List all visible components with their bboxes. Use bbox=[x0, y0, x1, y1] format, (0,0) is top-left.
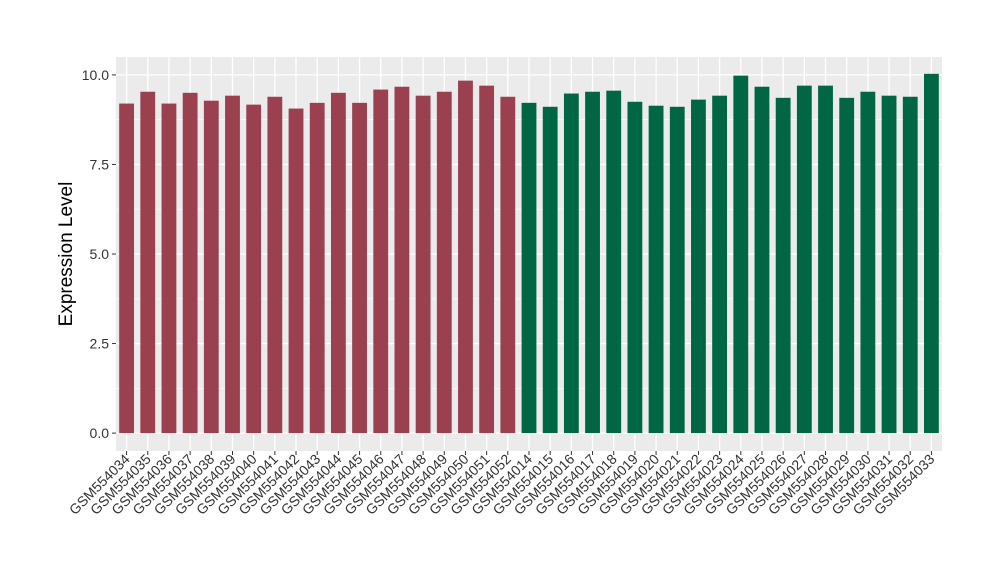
bar bbox=[225, 95, 240, 434]
y-tick-label: 7.5 bbox=[90, 156, 110, 172]
bar bbox=[923, 73, 939, 434]
bar bbox=[479, 85, 495, 434]
bar bbox=[500, 96, 516, 434]
bar bbox=[267, 96, 283, 434]
bar bbox=[203, 100, 219, 434]
bar bbox=[458, 80, 473, 434]
bar bbox=[309, 102, 325, 434]
bar bbox=[585, 91, 600, 434]
bar bbox=[754, 86, 770, 434]
bar bbox=[246, 104, 262, 434]
bar bbox=[182, 92, 198, 434]
bar bbox=[669, 106, 685, 434]
bar bbox=[140, 91, 156, 434]
bar bbox=[373, 89, 389, 434]
y-tick-label: 10.0 bbox=[82, 67, 109, 83]
bar bbox=[352, 102, 367, 434]
y-tick-label: 0.0 bbox=[90, 425, 110, 441]
bar bbox=[818, 85, 833, 434]
bars bbox=[119, 73, 939, 434]
bar bbox=[161, 103, 177, 434]
bar bbox=[902, 96, 918, 434]
bar bbox=[733, 75, 749, 434]
bar bbox=[563, 93, 579, 434]
bar bbox=[691, 99, 706, 434]
bar bbox=[288, 108, 304, 434]
bar bbox=[648, 105, 664, 434]
bar bbox=[881, 95, 897, 434]
bar bbox=[542, 106, 558, 434]
x-axis: GSM554034GSM554035GSM554036GSM554037GSM5… bbox=[66, 451, 938, 518]
bar bbox=[394, 86, 410, 434]
y-tick-label: 5.0 bbox=[90, 246, 110, 262]
bar bbox=[796, 85, 812, 434]
bar bbox=[521, 102, 537, 434]
bar bbox=[775, 97, 791, 434]
bar bbox=[330, 92, 346, 434]
bar bbox=[860, 91, 876, 434]
bar bbox=[119, 103, 135, 434]
y-tick-label: 2.5 bbox=[90, 336, 110, 352]
bar bbox=[415, 95, 431, 434]
y-axis: 0.0 2.5 5.0 7.5 10.0 bbox=[82, 67, 116, 441]
bar bbox=[436, 91, 452, 434]
bar bbox=[712, 95, 728, 434]
bar bbox=[627, 101, 643, 434]
y-axis-label: Expression Level bbox=[56, 182, 77, 327]
bar bbox=[839, 97, 855, 434]
bar bbox=[606, 90, 622, 434]
